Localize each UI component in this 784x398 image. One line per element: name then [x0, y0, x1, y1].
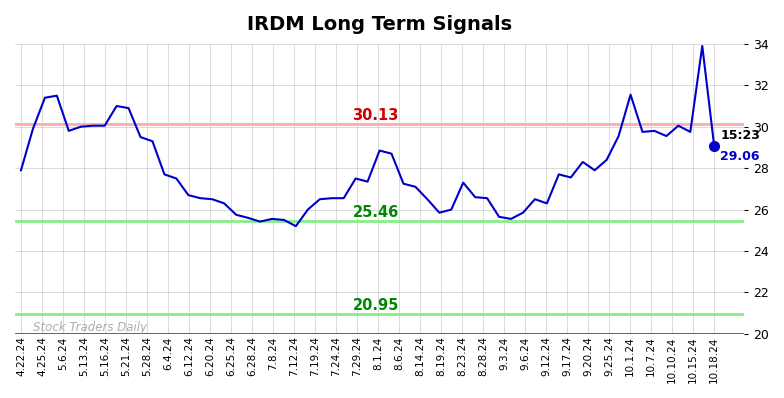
- Text: 20.95: 20.95: [353, 298, 399, 313]
- Text: Stock Traders Daily: Stock Traders Daily: [33, 321, 147, 334]
- Text: 15:23: 15:23: [720, 129, 760, 142]
- Text: 29.06: 29.06: [720, 150, 760, 163]
- Title: IRDM Long Term Signals: IRDM Long Term Signals: [247, 15, 512, 34]
- Text: 25.46: 25.46: [353, 205, 399, 220]
- Text: 30.13: 30.13: [353, 108, 399, 123]
